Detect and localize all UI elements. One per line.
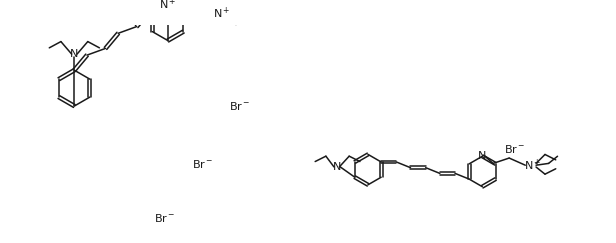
Text: N$^+$: N$^+$ [524,157,541,173]
Text: N$^+$: N$^+$ [159,0,177,12]
Text: N: N [70,49,78,59]
Text: N: N [478,151,487,161]
Text: Br$^-$: Br$^-$ [504,143,525,155]
Text: N: N [333,162,341,172]
Text: Br$^-$: Br$^-$ [192,158,213,170]
Text: Br$^-$: Br$^-$ [229,100,251,112]
Text: N$^+$: N$^+$ [213,6,230,21]
Text: Br$^-$: Br$^-$ [154,212,176,224]
